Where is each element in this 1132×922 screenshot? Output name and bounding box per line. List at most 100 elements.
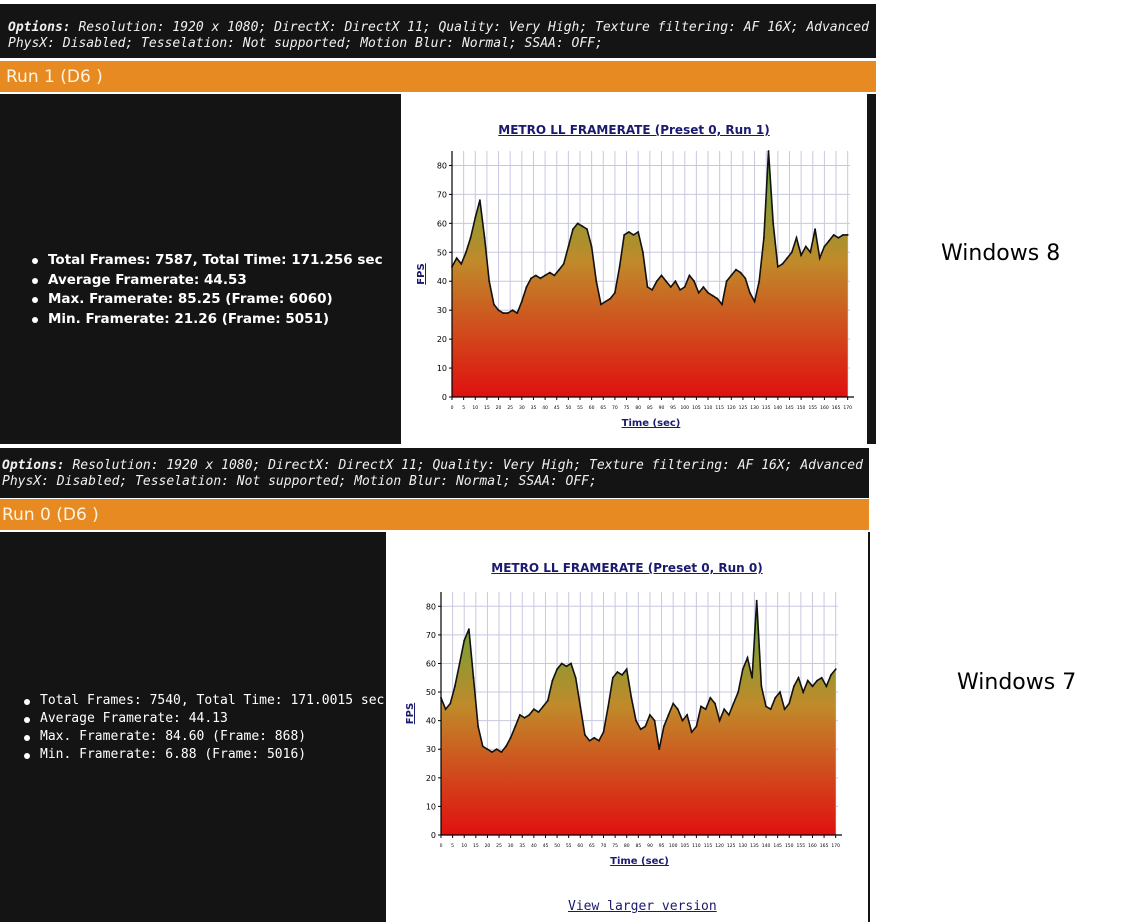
fps-point	[607, 705, 610, 708]
x-tick-label: 60	[589, 405, 595, 411]
x-tick-label: 45	[554, 405, 560, 411]
stat-max-framerate: Max. Framerate: 84.60 (Frame: 868)	[22, 728, 384, 746]
fps-point	[658, 748, 661, 751]
x-tick-label: 15	[473, 843, 479, 849]
fps-point	[744, 277, 747, 280]
fps-point	[665, 280, 667, 283]
y-tick-label: 50	[437, 248, 447, 257]
fps-point	[507, 312, 509, 314]
fps-point	[765, 705, 767, 708]
fps-point	[481, 745, 484, 748]
fps-point	[495, 748, 498, 751]
fps-point	[516, 312, 519, 314]
fps-area	[452, 151, 848, 397]
x-tick-label: 35	[519, 843, 525, 849]
x-tick-label: 125	[739, 405, 748, 411]
x-tick-label: 95	[659, 843, 665, 849]
fps-point	[788, 702, 791, 705]
fps-point	[637, 231, 640, 233]
y-tick-label: 50	[426, 688, 436, 697]
x-tick-label: 110	[704, 405, 713, 411]
y-tick-label: 80	[426, 602, 436, 611]
fps-point	[611, 676, 614, 679]
stat-max-framerate: Max. Framerate: 85.25 (Frame: 6060)	[30, 290, 383, 310]
x-tick-label: 125	[727, 843, 736, 849]
fps-point	[574, 676, 577, 679]
x-tick-label: 135	[750, 843, 759, 849]
fps-point	[472, 676, 475, 679]
chart-panel-run1: METRO LL FRAMERATE (Preset 0, Run 1) 0 10…	[401, 94, 867, 444]
os-label-windows8: Windows 8	[941, 241, 1061, 266]
x-tick-label: 0	[440, 843, 443, 849]
x-tick-label: 10	[461, 843, 467, 849]
chart-panel-run0: METRO LL FRAMERATE (Preset 0, Run 0) 0 10…	[386, 532, 868, 922]
y-tick-label: 30	[437, 306, 447, 315]
fps-point	[830, 674, 832, 676]
x-tick-label: 105	[680, 843, 689, 849]
fps-point	[667, 714, 670, 716]
fps-point	[681, 719, 684, 722]
y-tick-label: 60	[437, 219, 447, 228]
fps-point	[816, 679, 818, 682]
fps-point	[642, 251, 644, 254]
fps-point	[600, 303, 602, 306]
fps-point	[539, 277, 542, 280]
fps-point	[779, 691, 781, 693]
y-axis-label: FPS	[405, 703, 416, 724]
fps-point	[556, 668, 558, 671]
fps-point	[581, 225, 584, 228]
fps-point	[646, 286, 649, 288]
fps-point	[533, 708, 535, 711]
fps-point	[497, 309, 500, 312]
fps-point	[804, 245, 807, 248]
fps-point	[551, 679, 554, 682]
fps-point	[454, 685, 456, 688]
options-text: Resolution: 1920 x 1080; DirectX: Direct…	[8, 20, 869, 51]
stats-panel-run1: Total Frames: 7587, Total Time: 171.256 …	[0, 94, 401, 444]
y-tick-label: 40	[426, 717, 436, 726]
x-tick-label: 0	[451, 405, 454, 411]
x-tick-label: 120	[727, 405, 736, 411]
x-tick-label: 105	[692, 405, 701, 411]
x-tick-label: 80	[635, 405, 641, 411]
fps-point	[846, 234, 849, 236]
fps-point	[693, 280, 695, 283]
x-tick-label: 115	[704, 843, 713, 849]
fps-point	[697, 291, 700, 294]
x-tick-label: 165	[820, 843, 829, 849]
fps-point	[725, 280, 728, 283]
view-larger-link[interactable]: View larger version	[568, 899, 717, 914]
fps-point	[820, 676, 823, 679]
fps-point	[505, 745, 507, 748]
run-header-run1: Run 1 (D6 )	[0, 61, 876, 92]
x-tick-label: 5	[451, 843, 454, 849]
x-tick-label: 5	[462, 405, 465, 411]
framerate-chart-run0: 0 10 20 30 40 50 60 70 80 0 5 10 15 20 25 30 35 40 45 50 55 6…	[405, 592, 842, 867]
x-tick-label: 160	[820, 405, 829, 411]
fps-point	[818, 257, 821, 259]
x-tick-label: 75	[624, 405, 630, 411]
fps-point	[786, 257, 789, 259]
stat-average-framerate: Average Framerate: 44.53	[30, 271, 383, 291]
x-tick-label: 140	[762, 843, 771, 849]
stats-panel-run0: Total Frames: 7540, Total Time: 171.0015…	[0, 532, 386, 922]
x-tick-label: 60	[577, 843, 583, 849]
fps-point	[774, 696, 777, 699]
fps-point	[806, 679, 809, 682]
x-tick-label: 40	[542, 405, 548, 411]
fps-point	[558, 268, 560, 271]
x-tick-label: 150	[797, 405, 806, 411]
fps-point	[628, 231, 630, 233]
fps-point	[595, 280, 598, 283]
fps-point	[493, 303, 495, 306]
x-tick-label: 150	[785, 843, 794, 849]
fps-point	[565, 665, 568, 668]
fps-point	[567, 245, 570, 248]
fps-point	[825, 685, 828, 688]
fps-point	[735, 268, 737, 271]
fps-point	[483, 236, 486, 239]
fps-point	[528, 714, 531, 716]
options-bar-run0: Options: Resolution: 1920 x 1080; Direct…	[0, 448, 869, 498]
fps-point	[570, 662, 572, 665]
fps-point	[511, 309, 514, 312]
